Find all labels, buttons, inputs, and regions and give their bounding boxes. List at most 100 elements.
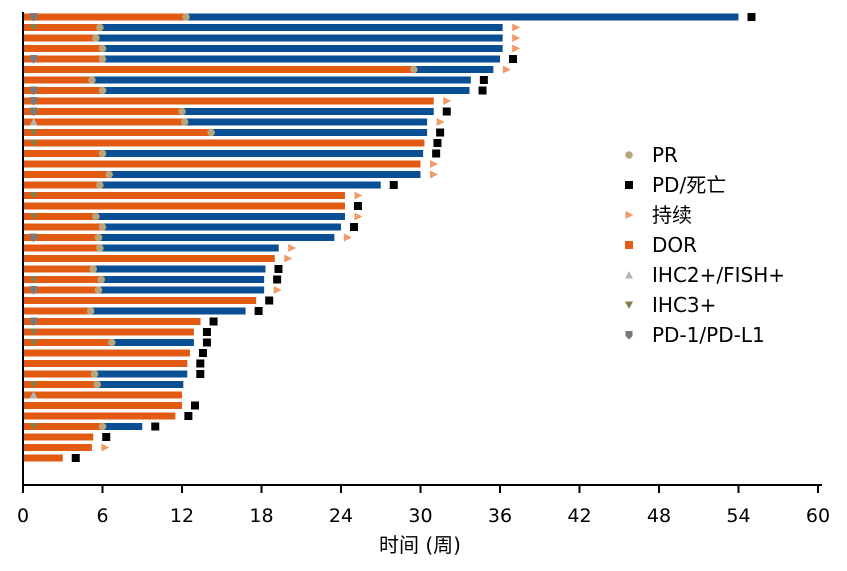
pd-death-marker bbox=[198, 349, 207, 357]
legend-symbol-dor bbox=[625, 241, 633, 249]
bar-dor-segment bbox=[23, 381, 98, 388]
pd-death-marker bbox=[509, 55, 517, 63]
pd-death-marker bbox=[273, 275, 282, 284]
x-tick-label: 54 bbox=[726, 505, 750, 527]
legend-label-pd: PD/死亡 bbox=[652, 173, 726, 197]
pd-death-marker bbox=[184, 412, 193, 420]
pd1-marker bbox=[30, 55, 38, 64]
legend-label-dor: DOR bbox=[652, 233, 697, 257]
bar-dor-segment bbox=[23, 24, 100, 31]
bar-response-segment bbox=[102, 223, 341, 231]
bar-response-segment bbox=[99, 24, 503, 31]
ongoing-marker bbox=[512, 34, 521, 42]
bar-response-segment bbox=[109, 171, 421, 178]
pr-marker bbox=[92, 212, 100, 221]
legend-symbol-ihc2 bbox=[625, 271, 633, 279]
bar-response-segment bbox=[99, 181, 381, 189]
pd-death-marker bbox=[151, 422, 160, 431]
pd-death-marker bbox=[254, 307, 263, 315]
ongoing-marker bbox=[101, 443, 110, 452]
pd-death-marker bbox=[274, 265, 283, 273]
ihc3-marker bbox=[29, 213, 38, 221]
pr-marker bbox=[182, 13, 190, 21]
x-tick-label: 30 bbox=[408, 505, 432, 527]
x-axis-title: 时间 (周) bbox=[379, 533, 461, 557]
bar-response-segment bbox=[90, 307, 246, 315]
pr-marker bbox=[207, 128, 215, 137]
pr-marker bbox=[96, 181, 104, 189]
pr-marker bbox=[89, 265, 98, 273]
bar-response-segment bbox=[95, 213, 345, 220]
bar-response-segment bbox=[95, 34, 503, 42]
pd-death-marker bbox=[442, 107, 451, 116]
ihc2-marker bbox=[29, 391, 38, 399]
bar-dor-segment bbox=[23, 45, 103, 52]
ihc3-marker bbox=[29, 192, 38, 200]
ongoing-marker bbox=[512, 23, 521, 32]
pr-marker bbox=[96, 244, 104, 252]
bar-dor-segment bbox=[23, 139, 425, 147]
x-tick-label: 12 bbox=[170, 505, 194, 527]
bar-response-segment bbox=[91, 76, 471, 84]
x-tick-label: 24 bbox=[329, 505, 353, 527]
x-tick-label: 6 bbox=[96, 505, 108, 527]
pr-marker bbox=[107, 338, 116, 347]
ongoing-marker bbox=[502, 65, 511, 74]
pr-marker bbox=[98, 86, 107, 95]
pd-death-marker bbox=[265, 296, 274, 305]
pd1-marker bbox=[30, 13, 38, 22]
pr-marker bbox=[178, 107, 186, 116]
markers-layer bbox=[29, 13, 756, 462]
pr-marker bbox=[98, 149, 107, 158]
pd-death-marker bbox=[433, 139, 442, 147]
bar-dor-segment bbox=[23, 255, 275, 262]
bar-dor-segment bbox=[23, 297, 257, 304]
bar-dor-segment bbox=[23, 265, 94, 273]
bar-response-segment bbox=[184, 118, 428, 126]
pd-death-marker bbox=[436, 128, 445, 137]
pd1-marker bbox=[30, 286, 38, 295]
pr-marker bbox=[90, 370, 99, 378]
pd-death-marker bbox=[389, 181, 398, 189]
legend-label-ihc3: IHC3+ bbox=[652, 293, 716, 317]
bar-dor-segment bbox=[23, 76, 92, 84]
legend-symbol-ongoing bbox=[625, 211, 634, 219]
bar-dor-segment bbox=[23, 349, 190, 357]
bar-response-segment bbox=[102, 45, 503, 52]
pr-marker bbox=[92, 34, 100, 42]
pd-death-marker bbox=[478, 86, 487, 95]
bar-dor-segment bbox=[23, 328, 194, 336]
bar-dor-segment bbox=[23, 150, 103, 157]
bar-response-segment bbox=[102, 87, 470, 94]
pd-death-marker bbox=[202, 328, 211, 336]
bar-dor-segment bbox=[23, 97, 434, 105]
x-tick-label: 60 bbox=[806, 505, 830, 527]
bar-response-segment bbox=[102, 150, 424, 157]
bar-dor-segment bbox=[23, 433, 94, 441]
ongoing-marker bbox=[273, 286, 282, 294]
bar-response-segment bbox=[97, 381, 184, 388]
bar-response-segment bbox=[111, 339, 194, 346]
bar-dor-segment bbox=[23, 286, 99, 294]
pd1-marker bbox=[30, 317, 38, 326]
bar-dor-segment bbox=[23, 402, 182, 409]
bar-dor-segment bbox=[23, 87, 103, 94]
ongoing-marker bbox=[512, 44, 521, 53]
bar-dor-segment bbox=[23, 202, 345, 210]
bar-dor-segment bbox=[23, 213, 96, 220]
ongoing-marker bbox=[343, 233, 352, 242]
pd-death-marker bbox=[432, 149, 441, 158]
pd-death-marker bbox=[196, 359, 205, 368]
bar-dor-segment bbox=[23, 171, 110, 178]
bar-dor-segment bbox=[23, 55, 103, 63]
bar-dor-segment bbox=[23, 160, 421, 168]
pr-marker bbox=[98, 223, 107, 231]
ihc3-marker bbox=[29, 423, 38, 431]
bar-dor-segment bbox=[23, 192, 345, 199]
pd1-marker bbox=[30, 86, 38, 95]
ongoing-marker bbox=[288, 244, 297, 252]
ihc3-marker bbox=[29, 24, 38, 32]
bar-response-segment bbox=[94, 370, 188, 378]
bar-response-segment bbox=[99, 244, 279, 252]
pr-marker bbox=[98, 44, 107, 53]
